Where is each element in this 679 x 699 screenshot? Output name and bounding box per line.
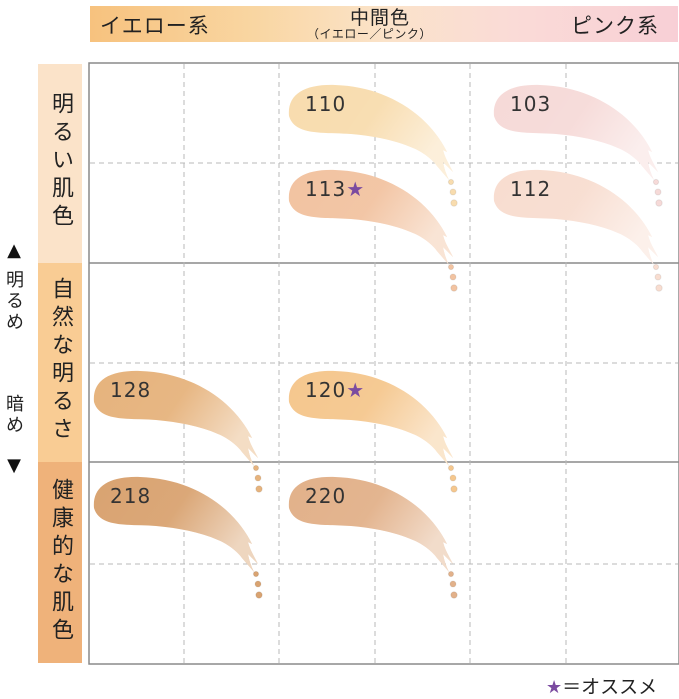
header-yellow-label: イエロー系 — [100, 14, 210, 38]
swatch-113 — [288, 169, 458, 292]
row-label-natural: 自然な明るさ — [38, 263, 82, 462]
header-pink-label: ピンク系 — [571, 14, 659, 38]
recommended-star-icon: ★ — [346, 378, 366, 402]
swatch-110 — [288, 84, 458, 207]
swatch-label-113: 113★ — [305, 177, 365, 201]
shade-code: 103 — [510, 92, 552, 116]
row-label-bright: 明るい肌色 — [38, 64, 82, 263]
swatch-label-218: 218 — [110, 484, 151, 508]
down-arrow-icon: ▼ — [7, 455, 21, 476]
swatch-label-128: 128 — [110, 378, 151, 402]
shade-code: 112 — [510, 177, 552, 201]
shade-code: 220 — [305, 484, 347, 508]
swatch-128 — [93, 370, 263, 493]
header-middle-sublabel: （イエロー／ピンク） — [307, 27, 432, 41]
swatch-label-112: 112 — [510, 177, 551, 201]
swatch-label-103: 103 — [510, 92, 551, 116]
star-icon: ★ — [546, 677, 563, 698]
up-arrow-icon: ▲ — [7, 240, 21, 261]
swatch-label-220: 220 — [305, 484, 346, 508]
swatch-218 — [93, 476, 263, 599]
shade-grid — [88, 62, 679, 665]
swatch-112 — [493, 169, 663, 292]
legend-text: ＝オススメ — [562, 676, 658, 698]
shade-code: 128 — [110, 378, 152, 402]
legend-recommended: ★＝オススメ — [546, 672, 657, 699]
hue-gradient-bar — [90, 6, 678, 42]
shade-code: 110 — [305, 92, 347, 116]
row-label-healthy: 健康的な肌色 — [38, 462, 82, 663]
shade-code: 218 — [110, 484, 152, 508]
swatch-103 — [493, 84, 663, 207]
header-middle-label: 中間色 — [350, 7, 411, 29]
swatch-220 — [288, 476, 458, 599]
grid-lines — [88, 62, 679, 665]
swatch-label-110: 110 — [305, 92, 346, 116]
recommended-star-icon: ★ — [346, 177, 366, 201]
shade-code: 120 — [305, 378, 347, 402]
swatch-120 — [288, 370, 458, 493]
darker-label: 暗め — [3, 394, 24, 436]
swatch-label-120: 120★ — [305, 378, 365, 402]
shade-code: 113 — [305, 177, 347, 201]
brighter-label: 明るめ — [3, 270, 24, 333]
